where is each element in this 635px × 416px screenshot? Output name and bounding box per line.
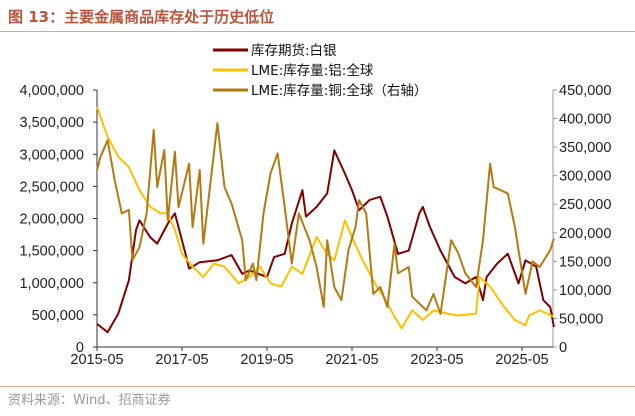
x-tick-label: 2015-05	[70, 352, 123, 368]
left-tick-label: 1,000,000	[19, 276, 84, 292]
legend-label-2: LME:库存量:铝:全球	[251, 62, 374, 79]
left-tick-label: 3,500,000	[19, 115, 84, 131]
x-tick-label: 2017-05	[155, 352, 208, 368]
source-divider	[0, 386, 635, 387]
right-tick-label: 300,000	[559, 169, 611, 185]
left-tick-label: 0	[76, 340, 84, 356]
x-tick-label: 2021-05	[325, 352, 378, 368]
left-tick-label: 500,000	[32, 308, 84, 324]
legend-label-1: 库存期货:白银	[251, 42, 337, 59]
right-tick-label: 50,000	[559, 311, 603, 327]
left-tick-label: 3,000,000	[19, 147, 84, 163]
left-tick-label: 2,500,000	[19, 179, 84, 195]
right-tick-label: 150,000	[559, 254, 611, 270]
left-tick-label: 4,000,000	[19, 83, 84, 99]
x-tick-label: 2025-05	[495, 352, 548, 368]
left-tick-label: 2,000,000	[19, 212, 84, 228]
title-divider	[0, 31, 635, 32]
right-tick-label: 0	[559, 340, 567, 356]
x-tick-label: 2019-05	[240, 352, 293, 368]
right-tick-label: 450,000	[559, 83, 611, 99]
right-tick-label: 100,000	[559, 283, 611, 299]
right-tick-label: 250,000	[559, 197, 611, 213]
x-tick-label: 2023-05	[410, 352, 463, 368]
legend-label-3: LME:库存量:铜:全球（右轴）	[251, 82, 427, 99]
series-line-3	[96, 122, 555, 315]
left-tick-label: 1,500,000	[19, 244, 84, 260]
chart-title: 图 13：主要金属商品库存处于历史低位	[8, 8, 275, 26]
right-tick-label: 200,000	[559, 226, 611, 242]
source-note: 资料来源：Wind、招商证券	[8, 393, 171, 408]
right-tick-label: 400,000	[559, 112, 611, 128]
right-tick-label: 350,000	[559, 140, 611, 156]
